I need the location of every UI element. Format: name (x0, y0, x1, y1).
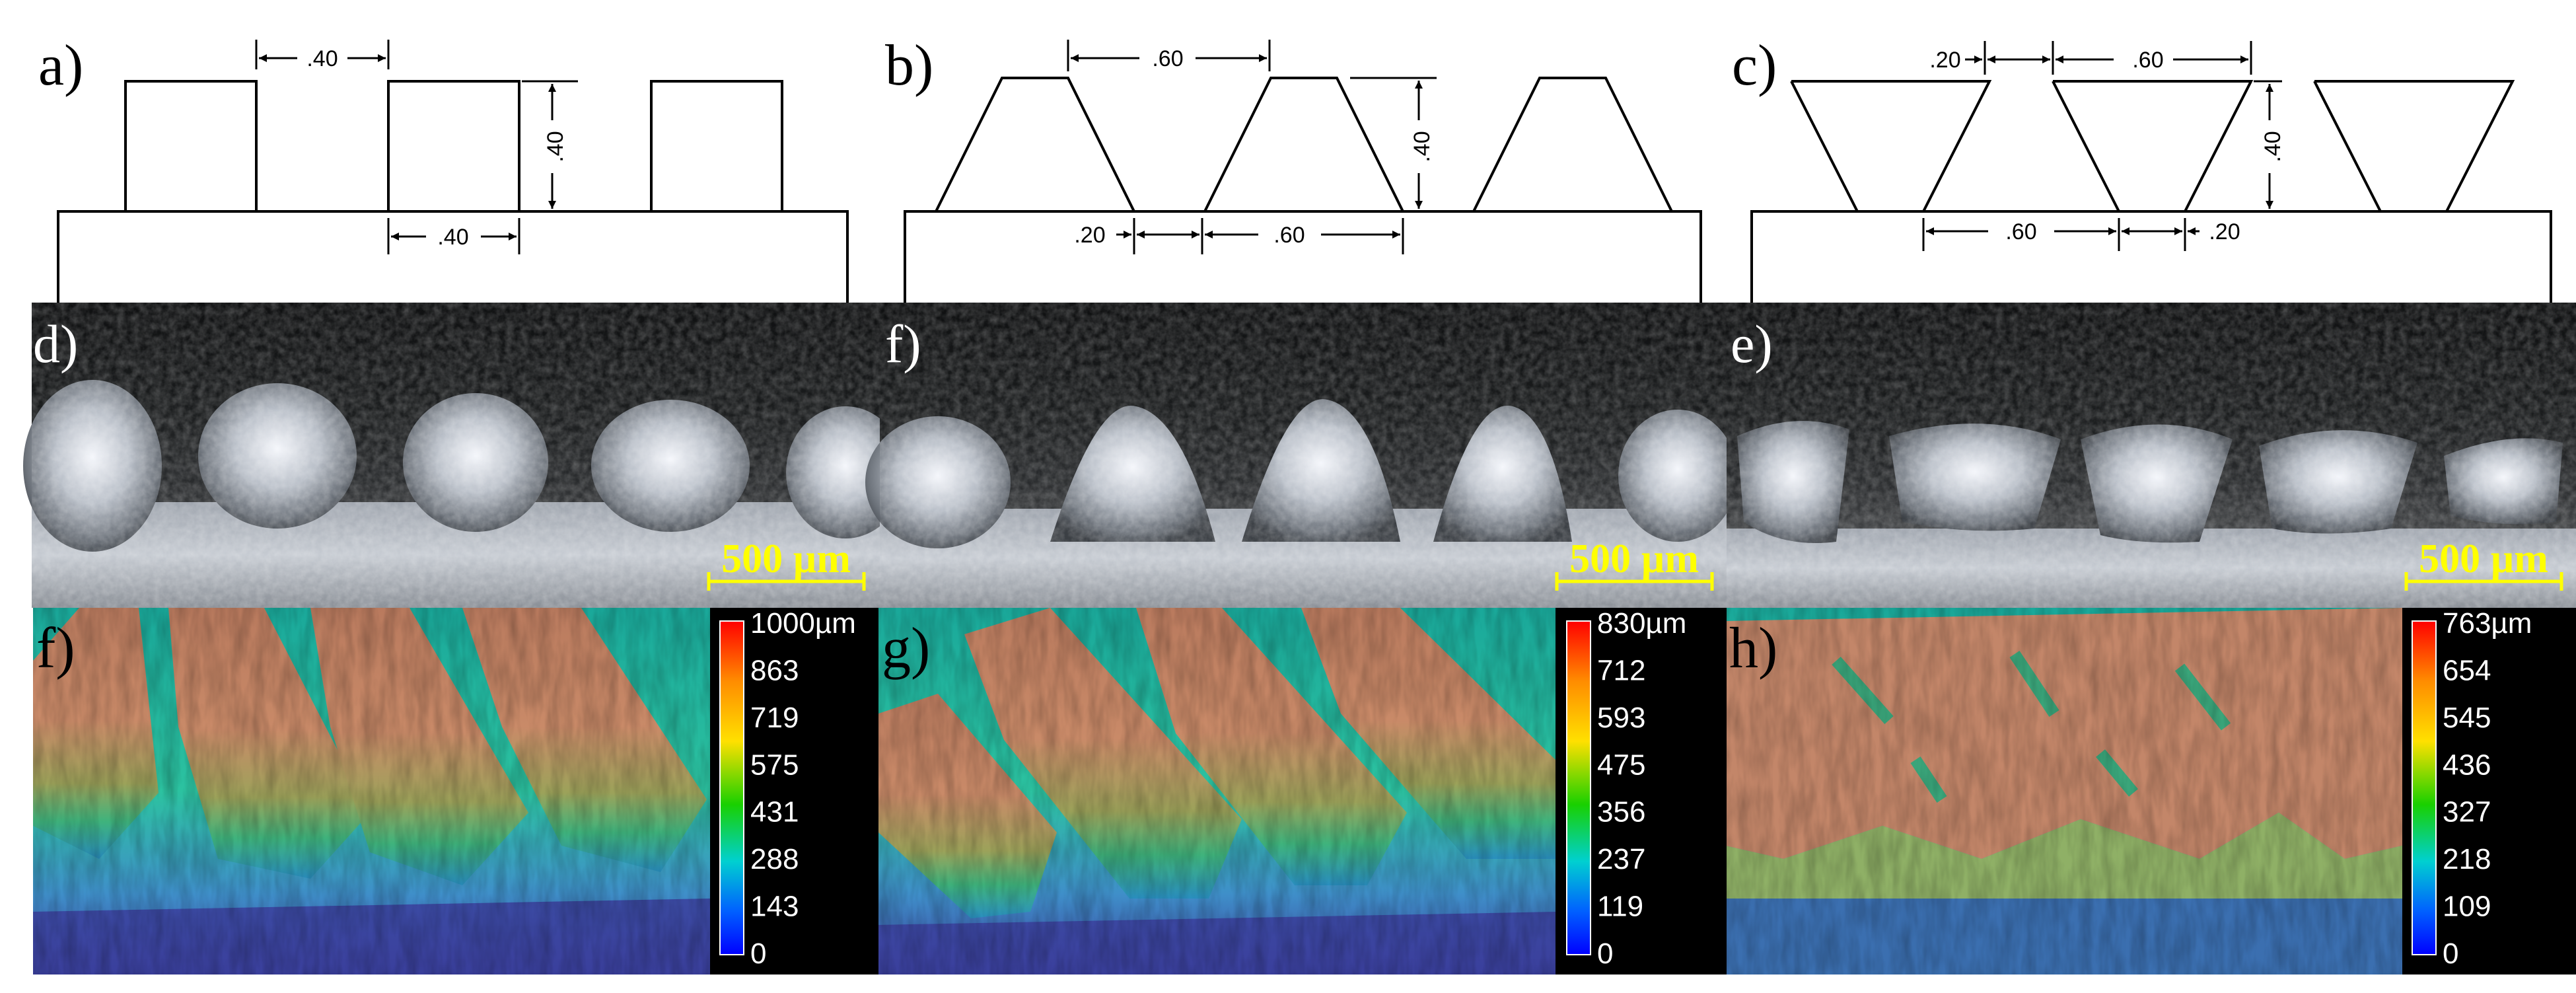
colorbar-tick-label: 1000µm (750, 607, 856, 640)
colorbar-tick-label: 143 (750, 891, 799, 923)
dim-b-bottom-right: .60 (1273, 223, 1305, 248)
dim-a-height: .40 (543, 131, 568, 162)
drawing-a (57, 40, 849, 305)
dim-c-bottom-left: .60 (2005, 219, 2036, 244)
colorbar-tick-label: 475 (1597, 749, 1645, 781)
scale-bar-label: 500 µm (721, 536, 851, 581)
drawing-b (904, 40, 1702, 305)
colorbar-g: 830µm 712 593 475 356 237 119 0 (1556, 607, 1727, 975)
dim-a-top: .40 (306, 46, 338, 71)
scale-bar-label: 500 µm (1569, 536, 1699, 581)
label-a: a) (38, 34, 83, 98)
dim-a-bottom: .40 (437, 225, 468, 250)
photo-e (1727, 303, 2576, 608)
dim-c-top-left: .20 (1929, 48, 1960, 73)
colorbar-tick-label: 0 (2443, 938, 2458, 970)
height-map-f (33, 608, 710, 975)
scale-bar-d: 500 µm (707, 536, 866, 591)
colorbar-tick-label: 119 (1597, 891, 1643, 923)
dim-c-top-right: .60 (2132, 48, 2163, 73)
colorbar-tick-label: 327 (2443, 796, 2491, 828)
colorbar-tick-label: 431 (750, 796, 799, 828)
label-f-map: f) (36, 616, 75, 680)
photo-d (23, 303, 905, 608)
colorbar-tick-label: 863 (750, 654, 799, 686)
colorbar-tick-label: 545 (2443, 702, 2491, 734)
dim-c-bottom-right: .20 (2209, 219, 2240, 244)
label-d: d) (33, 314, 78, 374)
scale-bar-f: 500 µm (1555, 536, 1714, 591)
label-h: h) (1729, 616, 1777, 680)
colorbar-tick-label: 0 (750, 938, 766, 970)
colorbar-h: 763µm 654 545 436 327 218 109 0 (2402, 607, 2576, 975)
label-g: g) (882, 616, 930, 680)
colorbar-tick-label: 719 (750, 702, 799, 734)
colorbar-f: 1000µm 863 719 575 431 288 143 0 (710, 607, 878, 975)
label-f-photo: f) (885, 314, 921, 374)
colorbar-tick-label: 356 (1597, 796, 1645, 828)
drawing-c (1750, 41, 2552, 305)
height-map-h (1725, 608, 2402, 975)
colorbar-tick-label: 593 (1597, 702, 1645, 734)
dim-c-height: .40 (2260, 131, 2285, 162)
colorbar-tick-label: 575 (750, 749, 799, 781)
colorbar-tick-label: 0 (1597, 938, 1613, 970)
label-e: e) (1731, 314, 1773, 374)
scale-bar-label: 500 µm (2419, 536, 2548, 581)
height-map-g (878, 608, 1556, 975)
colorbar-tick-label: 830µm (1597, 607, 1686, 640)
colorbar-tick-label: 237 (1597, 843, 1645, 875)
colorbar-tick-label: 436 (2443, 749, 2491, 781)
dim-b-top: .60 (1152, 46, 1183, 71)
colorbar-tick-label: 712 (1597, 654, 1645, 686)
label-c: c) (1732, 34, 1777, 98)
colorbar-tick-label: 654 (2443, 654, 2491, 686)
colorbar-tick-label: 218 (2443, 843, 2491, 875)
dim-b-height: .40 (1410, 131, 1435, 162)
scale-bar-e: 500 µm (2404, 536, 2563, 591)
dim-b-bottom-left: .20 (1074, 223, 1105, 248)
label-b: b) (885, 34, 933, 98)
colorbar-tick-label: 109 (2443, 891, 2491, 923)
colorbar-tick-label: 288 (750, 843, 799, 875)
colorbar-tick-label: 763µm (2443, 607, 2532, 640)
photo-f (865, 303, 1737, 608)
